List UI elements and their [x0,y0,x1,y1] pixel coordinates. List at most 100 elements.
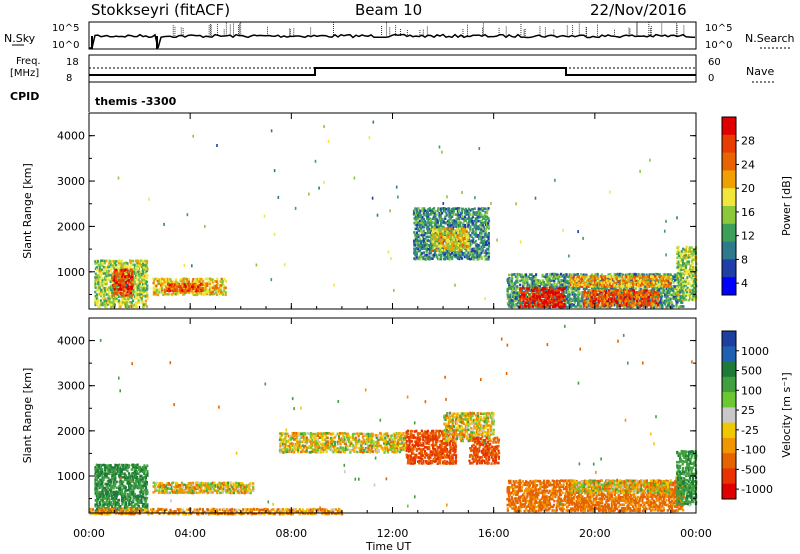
data-cell [551,272,554,276]
data-cell [439,244,442,248]
data-cell [677,264,680,267]
data-cell [156,279,159,283]
data-cell [664,277,667,281]
data-cell [142,272,145,275]
data-cell [630,295,633,298]
data-cell [441,150,443,154]
data-cell [584,275,587,279]
data-cell [106,495,109,498]
data-cell [525,274,528,278]
data-cell [98,472,101,475]
data-cell [95,499,98,502]
data-cell [659,295,662,299]
data-cell [449,221,452,225]
data-cell [146,274,149,277]
data-cell [96,488,99,492]
data-cell [143,303,146,307]
data-cell [109,300,112,304]
data-cell [625,302,629,305]
data-cell [640,304,643,307]
data-cell [672,284,675,288]
data-cell [680,290,683,293]
data-cell [101,262,104,265]
data-cell [692,290,695,294]
data-cell [165,292,168,296]
data-cell [152,293,155,296]
data-cell [440,229,443,233]
data-cell [179,289,182,293]
data-cell [96,491,99,494]
data-cell [566,299,569,302]
data-cell [214,288,217,292]
data-cell [108,303,111,306]
data-cell [458,227,461,231]
data-cell [109,492,113,495]
data-cell [690,266,693,269]
data-cell [416,207,419,211]
data-cell [592,294,595,298]
data-cell [417,217,420,221]
data-cell [458,257,461,261]
data-cell [631,285,634,289]
data-cell [561,295,564,298]
data-cell [446,229,449,233]
data-cell [585,304,588,307]
data-cell [630,305,633,309]
data-cell [603,300,606,303]
data-cell [511,277,514,280]
data-cell [576,297,579,300]
data-cell [679,305,682,308]
data-cell [138,280,142,283]
data-cell [607,277,610,280]
data-cell [589,293,592,297]
data-cell [415,251,418,254]
data-cell [432,255,435,258]
data-cell [218,291,222,294]
data-cell [683,253,686,257]
data-cell [555,275,558,278]
data-cell [94,482,97,485]
data-cell [434,213,437,217]
data-cell [682,274,685,278]
data-cell [586,295,589,298]
data-cell [693,258,696,262]
data-cell [640,289,643,292]
data-cell [458,209,461,213]
data-cell [529,289,532,292]
data-cell [677,248,680,252]
data-cell [108,464,111,467]
data-cell [204,292,207,296]
data-cell [120,276,123,280]
data-cell [575,299,578,302]
data-cell [469,213,472,216]
data-cell [111,291,114,294]
data-cell [582,293,585,297]
data-cell [176,291,179,294]
data-cell [480,233,483,237]
data-cell [466,255,469,259]
data-cell [142,276,145,279]
data-cell [457,213,460,217]
data-cell [459,255,462,259]
data-cell [570,273,573,277]
data-cell [146,292,149,296]
data-cell [467,215,471,219]
data-cell [480,227,483,231]
data-cell [104,470,107,473]
data-cell [182,285,185,289]
data-cell [195,285,199,289]
data-cell [614,301,617,305]
data-cell [471,219,474,223]
data-cell [539,295,542,299]
data-cell [540,283,543,286]
data-cell [578,287,581,291]
data-cell [129,281,132,284]
data-cell [104,486,107,490]
data-cell [483,243,486,247]
data-cell [434,239,437,243]
data-cell [98,490,101,494]
data-cell [652,282,655,286]
data-cell [654,291,657,294]
data-cell [590,302,593,305]
data-cell [597,287,600,291]
